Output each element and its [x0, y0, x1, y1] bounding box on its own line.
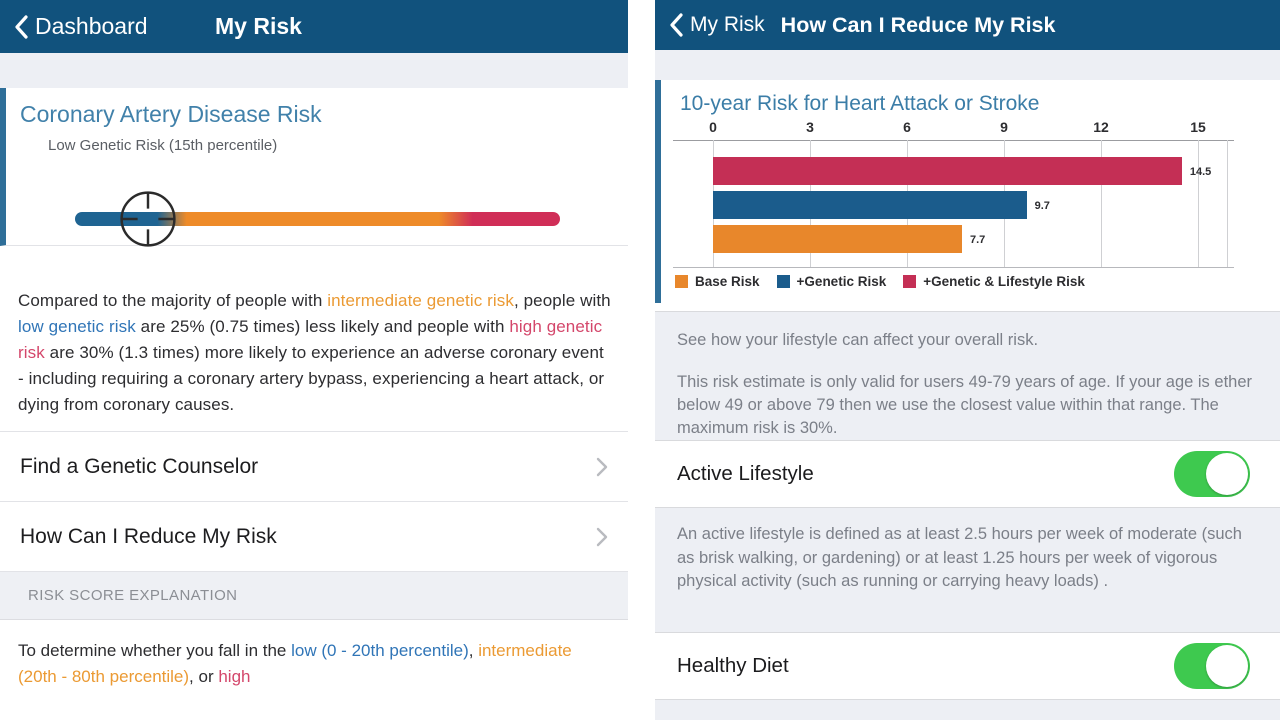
- bar-chart: Base Risk +Genetic Risk +Genetic & Lifesty…: [661, 119, 1280, 297]
- text-segment: ,: [468, 641, 479, 660]
- nav-bar-my-risk: Dashboard My Risk: [0, 0, 628, 53]
- info-line-2: This risk estimate is only valid for use…: [677, 373, 1253, 437]
- text-segment: are 30% (1.3 times) more likely to exper…: [18, 343, 605, 414]
- bar-value-label: 7.7: [969, 234, 986, 246]
- legend-swatch: [776, 275, 790, 288]
- toggle-row-active-lifestyle: Active Lifestyle: [655, 441, 1280, 507]
- text-segment: To determine whether you fall in the: [18, 641, 292, 660]
- toggle-knob: [1206, 645, 1248, 687]
- bar--genetic-risk: [713, 191, 1027, 219]
- risk-card-title: Coronary Artery Disease Risk: [20, 101, 322, 127]
- text-segment: , people with: [513, 291, 611, 310]
- link-list: Find a Genetic Counselor How Can I Reduc…: [0, 431, 628, 572]
- x-tick-label: 6: [903, 119, 911, 135]
- bar--genetic---lifestyle-risk: [713, 157, 1182, 185]
- page-title-reduce-risk: How Can I Reduce My Risk: [780, 12, 1056, 37]
- spacer: [677, 352, 1258, 371]
- chevron-right-icon: [596, 527, 608, 546]
- crosshair-marker-icon: [120, 191, 176, 247]
- back-button-dashboard[interactable]: Dashboard: [35, 13, 148, 39]
- genetic-risk-meter: [75, 191, 560, 247]
- text-segment: Compared to the majority of people with: [18, 291, 328, 310]
- active-lifestyle-toggle[interactable]: [1174, 451, 1250, 497]
- toggle-label: Healthy Diet: [677, 654, 789, 677]
- legend-item: +Genetic Risk: [776, 274, 887, 289]
- legend-swatch: [903, 275, 917, 288]
- chart-legend: Base Risk +Genetic Risk +Genetic & Lifesty…: [675, 274, 1102, 289]
- text-segment-high-range: high: [218, 667, 251, 686]
- chart-title: 10-year Risk for Heart Attack or Stroke: [680, 92, 1040, 115]
- back-button-my-risk[interactable]: My Risk: [690, 13, 765, 36]
- header-gap: [655, 50, 1280, 80]
- screen-my-risk: Dashboard My Risk Coronary Artery Diseas…: [0, 0, 628, 720]
- risk-gradient-bar: [75, 212, 560, 226]
- ten-year-risk-chart-card: 10-year Risk for Heart Attack or Stroke …: [655, 80, 1280, 303]
- bar-value-label: 14.5: [1189, 166, 1212, 178]
- section-header-risk-score-explanation: RISK SCORE EXPLANATION: [0, 572, 628, 620]
- toggle-knob: [1206, 453, 1248, 495]
- x-tick-label: 0: [709, 119, 717, 135]
- text-segment: , or: [189, 667, 219, 686]
- x-tick-label: 3: [806, 119, 814, 135]
- x-tick-label: 12: [1093, 119, 1109, 135]
- legend-item: Base Risk: [675, 274, 760, 289]
- bottom-section-strip: [655, 699, 1280, 720]
- risk-score-explanation-paragraph: To determine whether you fall in the low…: [0, 620, 628, 690]
- gridline: [1101, 140, 1102, 267]
- chevron-right-icon: [596, 457, 608, 476]
- screen-divider: [628, 0, 655, 720]
- link-find-genetic-counselor[interactable]: Find a Genetic Counselor: [0, 432, 628, 502]
- back-chevron-icon[interactable]: [669, 13, 683, 37]
- legend-item: +Genetic & Lifestyle Risk: [903, 274, 1085, 289]
- link-label: Find a Genetic Counselor: [20, 454, 259, 478]
- text-segment-intermediate-range: intermediate (20th - 80th percentile): [18, 641, 572, 686]
- x-tick-label: 9: [1000, 119, 1008, 135]
- text-segment-intermediate: intermediate genetic risk: [327, 291, 514, 310]
- text-segment: are 25% (0.75 times) less likely and peo…: [135, 317, 510, 336]
- x-axis-bottom-line: [673, 267, 1234, 268]
- text-segment-high: high genetic risk: [18, 317, 603, 362]
- plot-right-border: [1227, 140, 1228, 267]
- toggle-label: Active Lifestyle: [677, 462, 814, 485]
- text-segment-low: low genetic risk: [18, 317, 136, 336]
- link-label: How Can I Reduce My Risk: [20, 524, 277, 548]
- coronary-risk-card: Coronary Artery Disease Risk Low Genetic…: [0, 88, 628, 247]
- legend-label: +Genetic Risk: [796, 274, 887, 289]
- toggle-row-healthy-diet: Healthy Diet: [655, 633, 1280, 699]
- page-title-my-risk: My Risk: [215, 13, 302, 39]
- info-line-1: See how your lifestyle can affect your o…: [677, 331, 1039, 349]
- header-gap: [0, 53, 628, 88]
- active-lifestyle-description: An active lifestyle is defined as at lea…: [655, 507, 1280, 633]
- back-chevron-icon[interactable]: [14, 14, 28, 39]
- bar-value-label: 9.7: [1034, 200, 1050, 212]
- legend-label: +Genetic & Lifestyle Risk: [923, 274, 1085, 289]
- bar-base-risk: [713, 225, 962, 253]
- risk-comparison-paragraph: Compared to the majority of people with …: [0, 246, 628, 418]
- screen-reduce-risk: My Risk How Can I Reduce My Risk 10-year…: [655, 0, 1280, 720]
- link-how-reduce-risk[interactable]: How Can I Reduce My Risk: [0, 502, 628, 572]
- x-axis-line: [673, 140, 1234, 141]
- nav-bar-reduce-risk: My Risk How Can I Reduce My Risk: [655, 0, 1280, 50]
- legend-label: Base Risk: [695, 274, 760, 289]
- risk-card-subtitle: Low Genetic Risk (15th percentile): [48, 137, 278, 154]
- gridline: [1198, 140, 1199, 267]
- legend-swatch: [675, 275, 688, 288]
- healthy-diet-toggle[interactable]: [1174, 643, 1250, 689]
- lifestyle-info-section: See how your lifestyle can affect your o…: [655, 311, 1280, 441]
- x-tick-label: 15: [1190, 119, 1206, 135]
- text-segment-low-range: low (0 - 20th percentile): [291, 641, 469, 660]
